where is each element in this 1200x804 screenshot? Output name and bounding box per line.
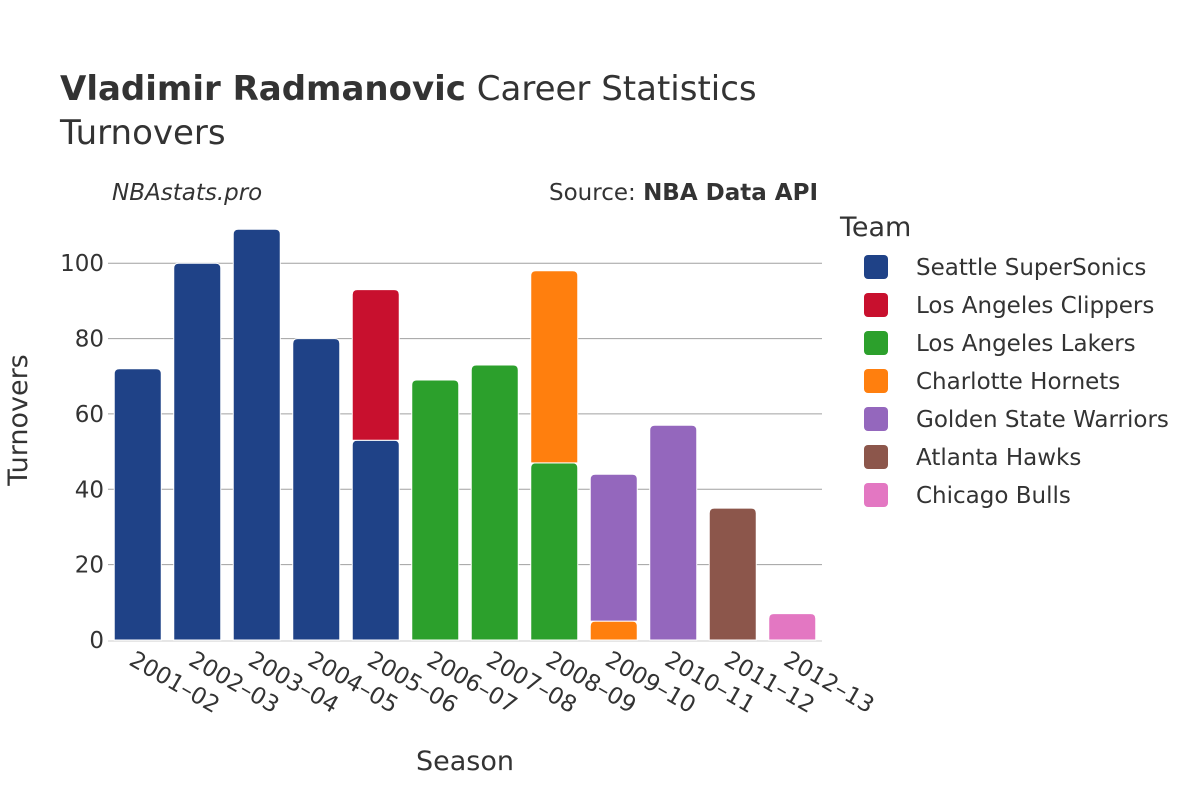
bar-200708-los-angeles-lakers[interactable] xyxy=(470,364,519,641)
bars-layer xyxy=(113,228,817,641)
source-name: NBA Data API xyxy=(643,180,818,206)
bar-201011-golden-state-warriors[interactable] xyxy=(649,424,698,641)
legend: Seattle SuperSonics Los Angeles Clippers L… xyxy=(864,255,1169,509)
legend-swatch xyxy=(864,445,888,469)
bar-200910-golden-state-warriors[interactable] xyxy=(589,473,638,622)
legend-label: Golden State Warriors xyxy=(916,407,1169,433)
legend-label: Los Angeles Clippers xyxy=(916,293,1154,319)
bar-200607-los-angeles-lakers[interactable] xyxy=(411,379,460,641)
bar-200304-seattle-supersonics[interactable] xyxy=(232,228,281,641)
bar-200910-charlotte-hornets[interactable] xyxy=(589,620,638,641)
y-tick-labels: 0 20 40 60 80 100 xyxy=(60,251,104,654)
source-credit: Source: NBA Data API xyxy=(549,180,818,206)
y-tick-label: 60 xyxy=(75,402,104,428)
legend-item[interactable]: Chicago Bulls xyxy=(864,483,1071,509)
legend-item[interactable]: Seattle SuperSonics xyxy=(864,255,1146,281)
bar-201213-chicago-bulls[interactable] xyxy=(768,613,817,641)
chart-subtitle: Turnovers xyxy=(59,113,226,153)
chart-title-bold: Vladimir Radmanovic xyxy=(60,69,466,109)
legend-label: Atlanta Hawks xyxy=(916,445,1081,471)
bar-200203-seattle-supersonics[interactable] xyxy=(173,262,222,641)
legend-item[interactable]: Golden State Warriors xyxy=(864,407,1169,433)
bar-200809-charlotte-hornets[interactable] xyxy=(530,270,579,464)
chart-title-rest: Career Statistics xyxy=(477,69,757,109)
legend-swatch xyxy=(864,483,888,507)
legend-item[interactable]: Charlotte Hornets xyxy=(864,369,1120,395)
legend-swatch xyxy=(864,331,888,355)
y-axis-title: Turnovers xyxy=(3,354,34,487)
x-axis-title: Season xyxy=(416,746,514,777)
y-tick-label: 20 xyxy=(75,553,104,579)
legend-swatch xyxy=(864,255,888,279)
y-tick-label: 80 xyxy=(75,327,104,353)
legend-label: Seattle SuperSonics xyxy=(916,255,1146,281)
bar-200506-seattle-supersonics[interactable] xyxy=(351,439,400,641)
chart-title: Vladimir Radmanovic Career Statistics xyxy=(60,69,757,109)
watermark: NBAstats.pro xyxy=(112,180,262,206)
legend-label: Chicago Bulls xyxy=(916,483,1071,509)
y-tick-label: 40 xyxy=(75,477,104,503)
bar-200102-seattle-supersonics[interactable] xyxy=(113,368,162,641)
bar-200506-los-angeles-clippers[interactable] xyxy=(351,289,400,441)
x-tick-labels: 2001–022002–032003–042004–052005–062006–… xyxy=(125,647,879,719)
bar-200809-los-angeles-lakers[interactable] xyxy=(530,462,579,641)
bar-201112-atlanta-hawks[interactable] xyxy=(708,507,757,641)
legend-label: Los Angeles Lakers xyxy=(916,331,1136,357)
y-tick-label: 0 xyxy=(89,628,104,654)
legend-item[interactable]: Los Angeles Clippers xyxy=(864,293,1154,319)
legend-swatch xyxy=(864,369,888,393)
bar-200405-seattle-supersonics[interactable] xyxy=(292,338,341,641)
legend-item[interactable]: Los Angeles Lakers xyxy=(864,331,1136,357)
legend-swatch xyxy=(864,407,888,431)
grid-layer xyxy=(108,262,822,642)
source-label: Source: xyxy=(549,180,636,206)
y-tick-label: 100 xyxy=(60,251,104,277)
legend-label: Charlotte Hornets xyxy=(916,369,1120,395)
legend-swatch xyxy=(864,293,888,317)
legend-title: Team xyxy=(839,212,911,243)
legend-item[interactable]: Atlanta Hawks xyxy=(864,445,1081,471)
